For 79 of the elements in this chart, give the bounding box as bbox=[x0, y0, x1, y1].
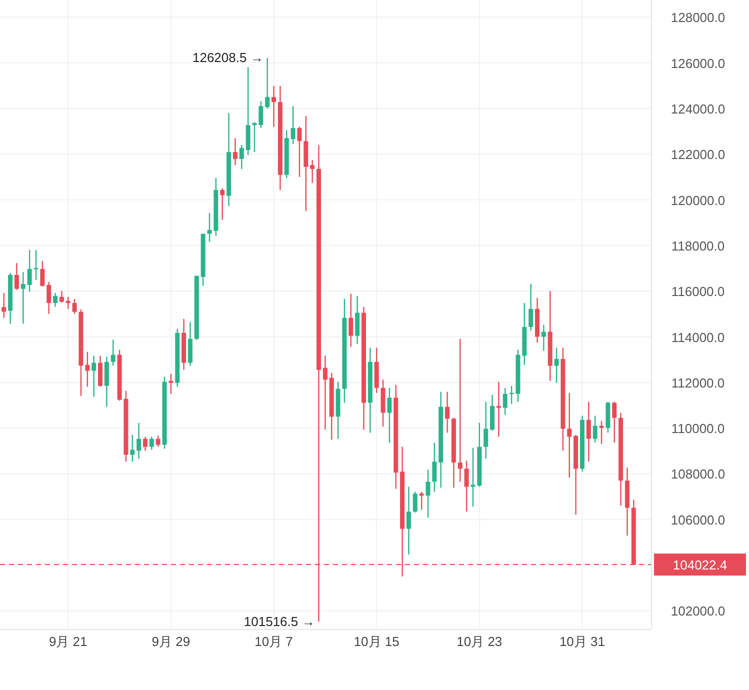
x-tick-label: 10月 31 bbox=[559, 634, 606, 649]
candlestick bbox=[310, 159, 315, 184]
candlestick bbox=[322, 355, 328, 430]
candlestick bbox=[2, 292, 6, 318]
annotation: 126208.5 → bbox=[192, 50, 264, 66]
y-tick-label: 110000.0 bbox=[671, 421, 725, 436]
y-tick-label: 106000.0 bbox=[670, 512, 726, 528]
candlestick bbox=[348, 293, 354, 348]
candlestick bbox=[40, 260, 45, 288]
candlestick bbox=[290, 106, 296, 145]
y-tick-label: 118000.0 bbox=[671, 238, 725, 254]
x-tick-label: 10月 23 bbox=[456, 634, 502, 649]
candlestick bbox=[412, 491, 418, 514]
candlestick bbox=[14, 262, 19, 291]
candlestick bbox=[110, 339, 116, 366]
x-tick-label: 9月 21 bbox=[48, 634, 88, 649]
x-tick-label: 10月 15 bbox=[354, 634, 400, 649]
ref-line-label: 104022.4 bbox=[672, 558, 728, 573]
candlestick bbox=[188, 321, 192, 366]
candlestick bbox=[406, 486, 411, 556]
candlestick bbox=[20, 271, 26, 324]
candlestick bbox=[27, 249, 32, 292]
y-tick-label: 120000.0 bbox=[670, 192, 726, 208]
annotation: 101516.5 → bbox=[244, 614, 315, 629]
candlestick bbox=[502, 387, 508, 416]
candlestick bbox=[53, 292, 58, 308]
candlestick bbox=[592, 415, 598, 444]
candlestick bbox=[445, 391, 450, 434]
candlestick bbox=[586, 401, 591, 462]
candlestick bbox=[252, 122, 257, 153]
y-tick-label: 128000.0 bbox=[670, 10, 726, 26]
candlestick bbox=[496, 381, 501, 438]
candlestick bbox=[272, 85, 276, 128]
candlestick bbox=[85, 351, 90, 388]
candlestick bbox=[232, 138, 238, 166]
candlestick bbox=[426, 469, 430, 518]
y-tick-label: 124000.0 bbox=[670, 101, 726, 116]
candlestick bbox=[265, 57, 270, 110]
y-tick-label: 116000.0 bbox=[671, 284, 725, 300]
candlestick bbox=[470, 447, 476, 508]
candlestick bbox=[458, 338, 462, 482]
x-tick-label: 10月 7 bbox=[254, 634, 293, 649]
candlestick bbox=[168, 373, 174, 394]
candlestick bbox=[484, 401, 488, 460]
y-tick-label: 114000.0 bbox=[671, 330, 725, 345]
candlestick bbox=[59, 290, 64, 304]
candlestick bbox=[464, 460, 469, 512]
candlestick bbox=[599, 420, 604, 444]
y-tick-label: 112000.0 bbox=[671, 375, 725, 390]
candlestick bbox=[66, 296, 70, 310]
candlestick bbox=[490, 394, 495, 432]
x-tick-label: 9月 29 bbox=[152, 634, 190, 649]
candlestick bbox=[554, 347, 559, 384]
candlestick bbox=[567, 392, 572, 478]
candlestick bbox=[220, 188, 225, 220]
candlestick bbox=[104, 356, 109, 408]
candlestick bbox=[142, 436, 148, 452]
candlestick bbox=[92, 355, 96, 398]
candlestick bbox=[239, 144, 244, 170]
candlestick bbox=[355, 295, 360, 344]
candlestick bbox=[419, 491, 424, 510]
candlestick bbox=[72, 298, 77, 315]
candlestick bbox=[156, 435, 160, 448]
candlestick bbox=[98, 355, 102, 388]
candlestick bbox=[136, 422, 142, 460]
candlestick bbox=[612, 401, 617, 444]
candlestick bbox=[258, 100, 264, 129]
candlestick bbox=[528, 283, 534, 332]
candlestick bbox=[149, 436, 154, 450]
candlestick bbox=[432, 442, 437, 492]
candlestick bbox=[46, 281, 52, 315]
y-tick-label: 108000.0 bbox=[670, 466, 726, 482]
candlestick bbox=[297, 126, 302, 178]
candlestick bbox=[387, 387, 392, 444]
y-tick-label: 102000.0 bbox=[670, 604, 726, 619]
candlestick bbox=[130, 434, 135, 462]
candlestick bbox=[541, 324, 546, 352]
y-tick-label: 122000.0 bbox=[670, 147, 726, 162]
y-tick-label: 126000.0 bbox=[670, 56, 726, 71]
